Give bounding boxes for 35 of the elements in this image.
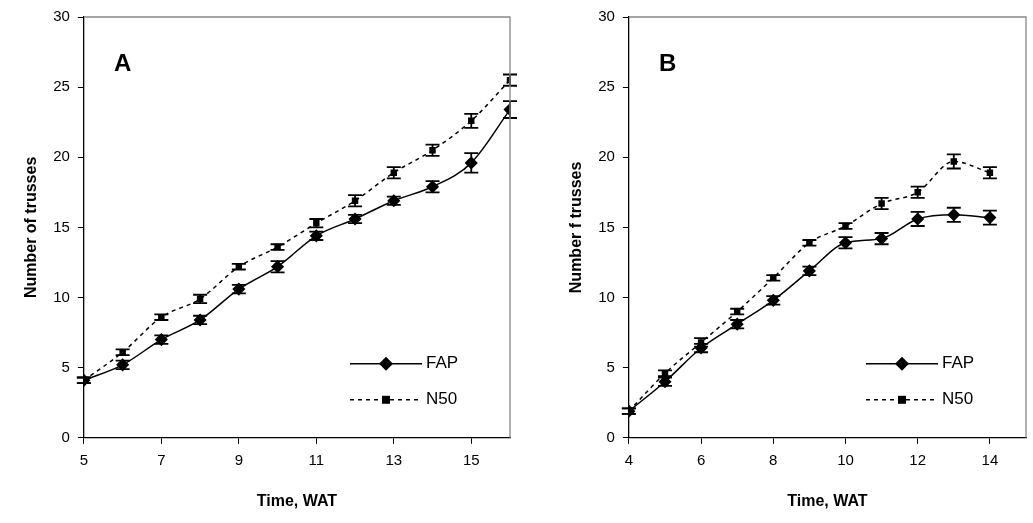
y-tick-label: 15 <box>53 217 70 235</box>
y-tick-label: 25 <box>598 77 615 95</box>
x-tick-label: 5 <box>79 450 89 468</box>
y-tick-label: 0 <box>61 427 70 445</box>
x-tick-label: 8 <box>769 450 778 468</box>
y-axis-title: Number f trusses <box>567 161 585 294</box>
x-tick-label: 6 <box>696 450 706 468</box>
x-axis-title: Time, WAT <box>787 491 868 509</box>
y-tick-label: 20 <box>53 147 70 165</box>
y-tick-label: 5 <box>606 357 615 375</box>
x-tick-label: 7 <box>157 450 166 468</box>
x-tick-label: 11 <box>308 450 325 468</box>
y-tick-label: 30 <box>53 7 70 25</box>
x-tick-label: 14 <box>981 450 999 468</box>
annotation: B <box>658 48 677 76</box>
x-tick-label: 13 <box>385 450 403 468</box>
x-tick-label: 9 <box>234 450 244 468</box>
y-tick-label: 15 <box>598 217 615 235</box>
x-tick-label: 10 <box>837 450 854 468</box>
y-tick-label: 10 <box>598 287 615 305</box>
x-tick-label: 4 <box>624 450 634 468</box>
legend-label: N50 <box>942 389 974 409</box>
legend-label: FAP <box>942 353 975 373</box>
y-tick-label: 0 <box>606 427 615 445</box>
y-tick-label: 30 <box>598 7 615 25</box>
y-tick-label: 5 <box>61 357 70 375</box>
annotation: A <box>113 48 132 76</box>
x-tick-label: 15 <box>462 450 480 468</box>
x-tick-label: 12 <box>909 450 927 468</box>
y-tick-label: 25 <box>53 77 70 95</box>
y-tick-label: 20 <box>598 147 615 165</box>
y-axis-title: Number of trusses <box>22 156 40 299</box>
x-axis-title: Time, WAT <box>256 491 338 509</box>
legend-label: N50 <box>426 389 458 409</box>
y-tick-label: 10 <box>53 287 70 305</box>
